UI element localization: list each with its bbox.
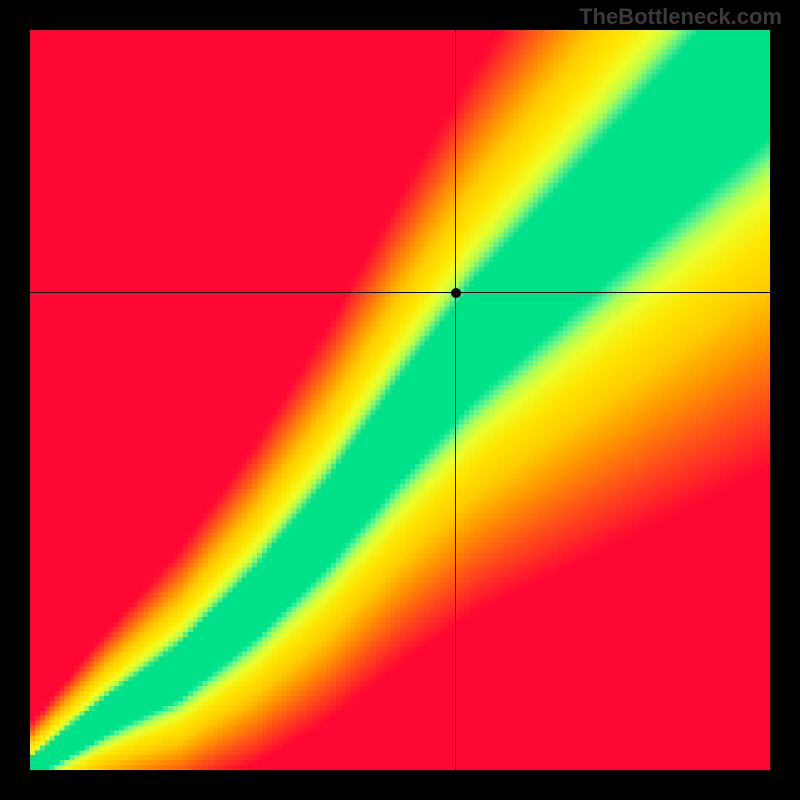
crosshair-vertical [455, 30, 457, 770]
bottleneck-heatmap [30, 30, 770, 770]
crosshair-horizontal [30, 292, 770, 294]
chart-container: TheBottleneck.com [0, 0, 800, 800]
watermark-text: TheBottleneck.com [579, 4, 782, 30]
marker-dot [451, 288, 461, 298]
plot-area [30, 30, 770, 770]
